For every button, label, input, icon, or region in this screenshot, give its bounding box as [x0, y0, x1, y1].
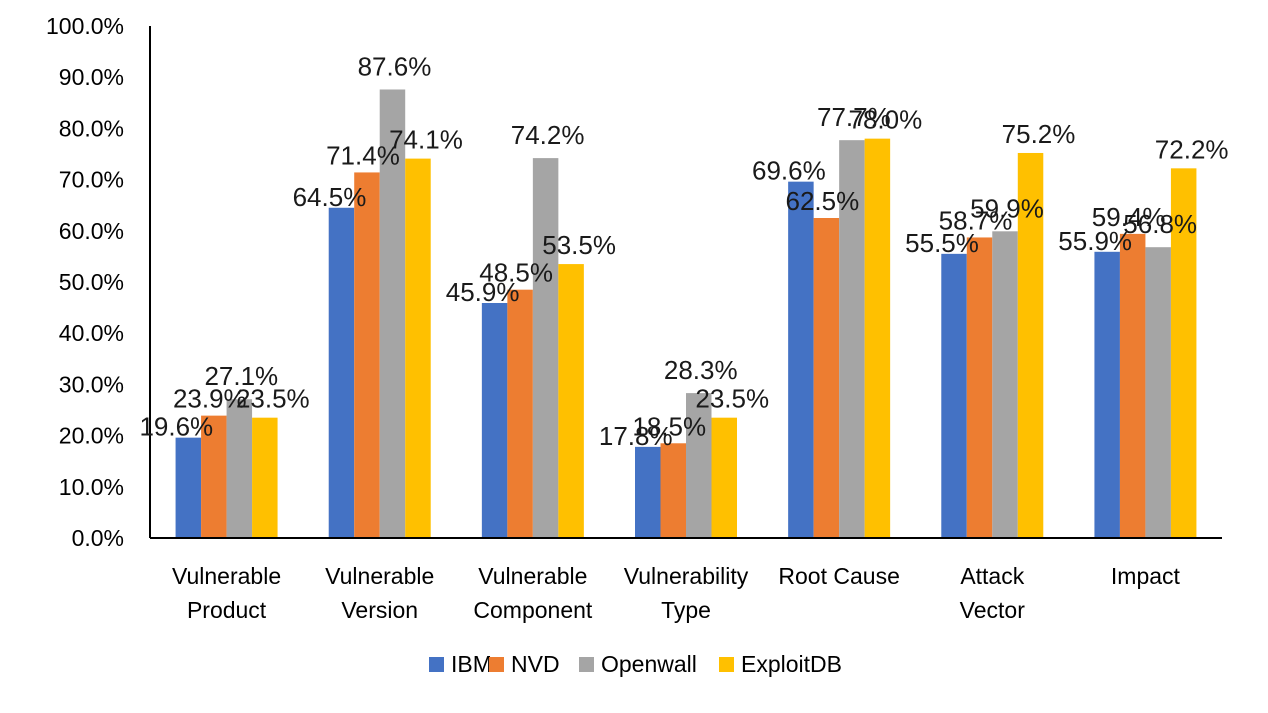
category-labels-group: Vulnerable Product Vulnerable Version Vulner… [172, 563, 1181, 623]
y-tick-label: 30.0% [59, 371, 124, 397]
data-label-exploitdb-0: 23.5% [236, 384, 310, 414]
data-label-openwall-4: 77.7% [817, 102, 891, 132]
data-label-exploitdb-5: 75.2% [1002, 119, 1076, 149]
axes-group [149, 26, 1222, 539]
bar-nvd-3 [660, 443, 686, 538]
data-label-openwall-5: 59.9% [970, 193, 1044, 223]
bar-nvd-4 [813, 218, 840, 538]
bar-openwall-4 [839, 140, 865, 538]
data-label-exploitdb-4: 78.0% [849, 105, 923, 135]
bar-exploitdb-2 [558, 264, 584, 538]
data-label-exploitdb-2: 53.5% [542, 230, 616, 260]
bar-openwall-3 [686, 393, 712, 538]
bar-ibm-5 [941, 253, 967, 538]
bar-ibm-1 [328, 207, 355, 538]
data-label-openwall-2: 74.2% [511, 120, 585, 150]
bar-ibm-2 [481, 302, 508, 538]
y-tick-label: 20.0% [59, 423, 124, 449]
legend-label-exploitdb: ExploitDB [741, 651, 842, 677]
bar-openwall-0 [226, 399, 253, 538]
x-category-label: Vulnerable Component [473, 563, 593, 623]
data-label-ibm-4: 69.6% [752, 156, 826, 186]
y-tick-label: 40.0% [59, 320, 124, 346]
data-label-nvd-2: 48.5% [479, 258, 553, 288]
data-label-openwall-3: 28.3% [664, 355, 738, 385]
data-label-ibm-5: 55.5% [905, 228, 979, 258]
data-label-exploitdb-1: 74.1% [389, 125, 463, 155]
x-category-label: Attack Vector [960, 563, 1026, 623]
bar-exploitdb-3 [711, 417, 737, 538]
data-label-ibm-6: 55.9% [1058, 226, 1132, 256]
bar-exploitdb-5 [1017, 152, 1044, 538]
y-tick-label: 60.0% [59, 218, 124, 244]
bar-nvd-5 [966, 237, 993, 538]
bar-exploitdb-4 [864, 138, 891, 538]
legend-swatch-nvd [489, 657, 504, 672]
x-category-label: Vulnerable Version [325, 563, 434, 623]
bar-openwall-1 [379, 89, 406, 538]
data-label-openwall-0: 27.1% [204, 361, 278, 391]
data-label-exploitdb-3: 23.5% [695, 384, 769, 414]
x-category-label: Impact [1111, 563, 1181, 589]
y-tick-label: 90.0% [59, 64, 124, 90]
data-label-ibm-1: 64.5% [293, 182, 367, 212]
y-tick-label: 50.0% [59, 269, 124, 295]
bar-openwall-6 [1145, 247, 1171, 538]
data-label-ibm-2: 45.9% [446, 277, 520, 307]
x-category-label: Root Cause [778, 563, 899, 589]
bar-exploitdb-0 [252, 417, 278, 538]
data-label-ibm-3: 17.8% [599, 421, 673, 451]
data-label-exploitdb-6: 72.2% [1155, 134, 1229, 164]
y-tick-label: 70.0% [59, 167, 124, 193]
data-label-nvd-0: 23.9% [173, 384, 247, 414]
bar-openwall-2 [532, 158, 559, 538]
data-label-nvd-6: 59.4% [1092, 202, 1166, 232]
data-label-nvd-1: 71.4% [326, 140, 400, 170]
legend-label-nvd: NVD [511, 651, 560, 677]
bar-ibm-6 [1094, 251, 1120, 539]
data-label-nvd-3: 18.5% [632, 411, 706, 441]
y-tick-label: 100.0% [46, 13, 124, 39]
bar-nvd-1 [354, 172, 380, 538]
bar-ibm-0 [175, 437, 202, 538]
data-label-nvd-4: 62.5% [786, 186, 860, 216]
bar-openwall-5 [992, 231, 1018, 538]
legend-swatch-openwall [579, 657, 594, 672]
data-labels-group: 19.6% 64.5% 45.9% 17.8% 69.6% 55.5% 55.9% 23.9%… [139, 51, 1228, 450]
x-category-label: Vulnerability Type [624, 563, 749, 623]
y-axis-ticks: 0.0% 10.0% 20.0% 30.0% 40.0% 50.0% 60.0% 70.0% 8… [46, 13, 124, 551]
bar-ibm-3 [635, 446, 661, 538]
y-tick-label: 0.0% [72, 525, 124, 551]
data-label-openwall-1: 87.6% [358, 51, 432, 81]
bars-group [175, 89, 1197, 539]
bar-nvd-6 [1119, 233, 1146, 538]
bar-ibm-4 [788, 181, 814, 538]
y-tick-label: 80.0% [59, 115, 124, 141]
legend-swatch-exploitdb [719, 657, 734, 672]
legend: IBM NVD Openwall ExploitDB [429, 651, 842, 677]
data-label-nvd-5: 58.7% [939, 205, 1013, 235]
legend-swatch-ibm [429, 657, 444, 672]
data-label-openwall-6: 56.8% [1123, 209, 1197, 239]
x-category-label: Vulnerable Product [172, 563, 281, 623]
bar-nvd-0 [201, 415, 227, 538]
y-tick-label: 10.0% [59, 474, 124, 500]
legend-label-ibm: IBM [451, 651, 492, 677]
legend-label-openwall: Openwall [601, 651, 697, 677]
bar-exploitdb-1 [405, 158, 431, 538]
bar-exploitdb-6 [1170, 168, 1197, 538]
bar-nvd-2 [507, 289, 533, 538]
data-label-ibm-0: 19.6% [139, 412, 213, 442]
